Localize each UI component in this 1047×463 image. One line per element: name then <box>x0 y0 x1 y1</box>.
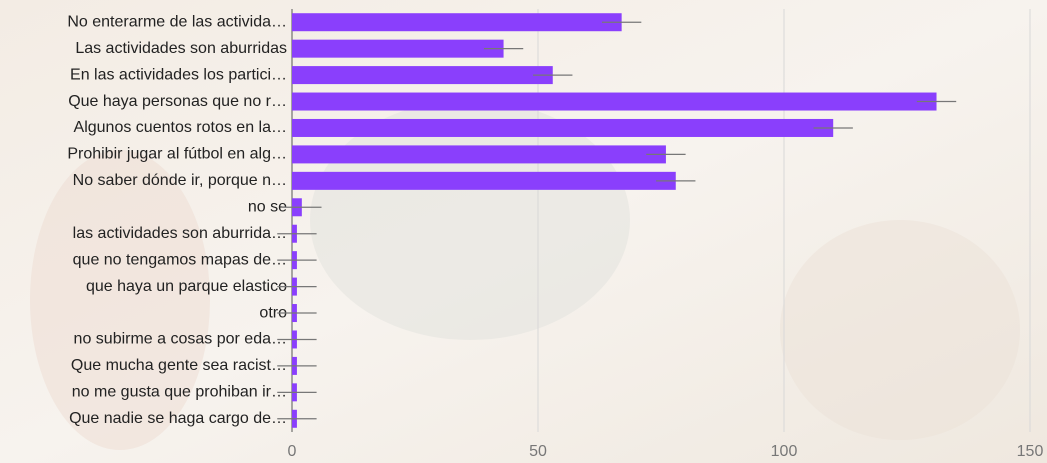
y-tick-label: Que nadie se haga cargo de… <box>69 410 287 427</box>
bar <box>292 145 666 164</box>
y-tick-label: no se <box>248 199 287 216</box>
y-tick-label: Algunos cuentos rotos en la… <box>74 119 287 136</box>
y-tick-label: que haya un parque elastico <box>86 278 287 295</box>
bar <box>292 13 622 32</box>
y-tick-label: otro <box>259 304 287 321</box>
x-tick-label: 100 <box>771 443 798 460</box>
background-shape <box>30 150 210 450</box>
x-tick-label: 150 <box>1017 443 1044 460</box>
y-tick-label: Las actividades son aburridas <box>75 40 287 57</box>
bar <box>292 39 504 58</box>
y-tick-label: que no tengamos mapas de… <box>73 251 287 268</box>
y-tick-label: no subirme a cosas por eda… <box>74 331 287 348</box>
y-tick-label: no me gusta que prohiban ir… <box>72 384 287 401</box>
background-shape <box>780 220 1020 440</box>
y-tick-label: Prohibir jugar al fútbol en alg… <box>67 146 287 163</box>
x-tick-label: 50 <box>529 443 547 460</box>
bar <box>292 118 834 137</box>
y-tick-label: No saber dónde ir, porque n… <box>73 172 287 189</box>
bar <box>292 171 676 190</box>
y-tick-label: En las actividades los partici… <box>70 66 287 83</box>
bar <box>292 92 937 111</box>
x-tick-label: 0 <box>288 443 297 460</box>
y-tick-label: Que haya personas que no r… <box>68 93 287 110</box>
bar <box>292 66 553 85</box>
y-tick-label: las actividades son aburrida… <box>73 225 287 242</box>
y-tick-label: Que mucha gente sea racist… <box>71 357 287 374</box>
y-tick-label: No enterarme de las activida… <box>67 13 287 30</box>
